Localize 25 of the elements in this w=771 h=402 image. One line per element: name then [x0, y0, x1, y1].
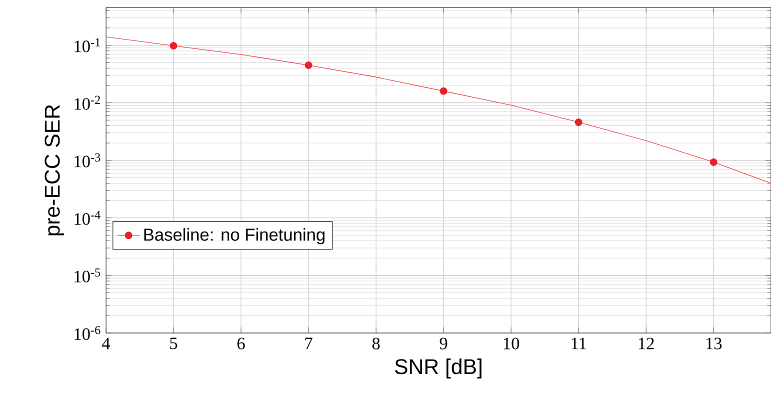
x-tick-label: 5	[170, 338, 178, 350]
point	[574, 118, 582, 126]
line-series	[106, 36, 771, 184]
x-tick-label: 11	[572, 338, 586, 350]
y-axis-title: pre-ECC SER	[44, 104, 64, 236]
x-tick-label: 9	[440, 338, 448, 350]
point	[710, 158, 718, 166]
y-tick-label: 10$^{-3}$	[74, 153, 100, 168]
x-axis-title: SNR [dB]	[395, 358, 482, 378]
x-tick-label: 10	[504, 338, 520, 350]
y-tick-label: 10$^{-6}$	[74, 326, 100, 340]
point	[304, 61, 312, 69]
point	[170, 42, 178, 50]
x-tick-label: 13	[706, 338, 722, 350]
x-tick-label: 4	[102, 338, 110, 350]
y-tick-label: 10$^{-1}$	[74, 38, 100, 52]
y-tick-label: 10$^{-4}$	[74, 210, 100, 225]
point	[440, 87, 448, 95]
x-tick-label: 8	[372, 338, 380, 350]
legend-label: Baseline: no Finetuning	[144, 228, 324, 244]
x-tick-label: 6	[237, 338, 245, 350]
y-tick-label: 10$^{-2}$	[74, 96, 100, 110]
x-tick-label: 12	[638, 338, 654, 350]
x-tick-label: 7	[305, 338, 312, 350]
y-tick-label: 10$^{-5}$	[74, 268, 100, 282]
